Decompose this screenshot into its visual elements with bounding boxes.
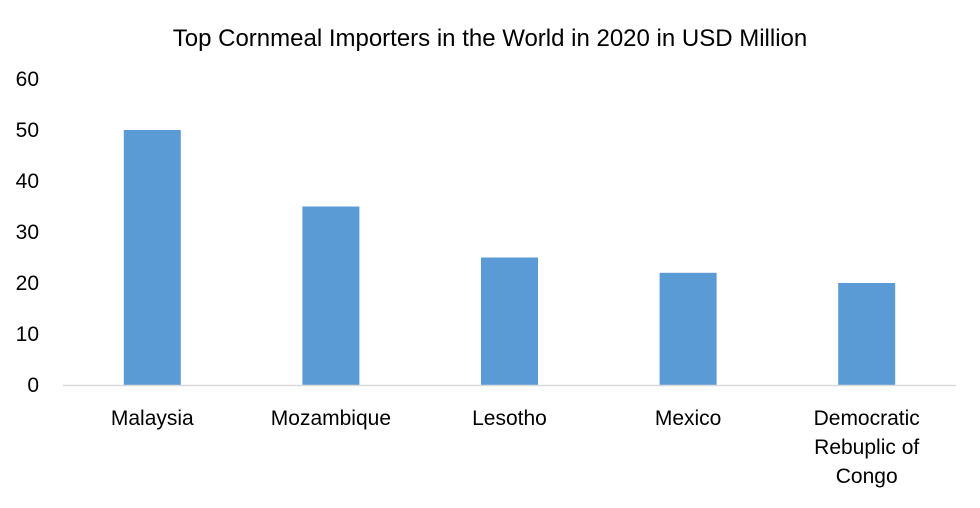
x-category-label: Mexico — [655, 407, 722, 430]
y-tick-label: 50 — [16, 119, 39, 142]
y-axis-ticks: 0 10 20 30 40 50 60 — [16, 68, 39, 397]
x-category-label: Congo — [836, 465, 898, 488]
x-category-label: Democratic — [814, 407, 920, 430]
bar — [659, 272, 717, 385]
x-category-label: Mozambique — [271, 407, 391, 430]
bar — [123, 130, 181, 385]
y-tick-label: 20 — [16, 272, 39, 295]
bars — [123, 130, 896, 385]
bar — [302, 206, 360, 385]
y-tick-label: 10 — [16, 323, 39, 346]
x-axis-labels: Malaysia Mozambique Lesotho Mexico Democrati… — [111, 407, 920, 488]
y-tick-label: 40 — [16, 170, 39, 193]
y-tick-label: 30 — [16, 221, 39, 244]
y-tick-label: 0 — [27, 374, 39, 397]
x-category-label: Malaysia — [111, 407, 194, 430]
y-tick-label: 60 — [16, 68, 39, 91]
bar — [838, 283, 896, 385]
x-category-label: Rebuplic of — [814, 436, 919, 459]
x-category-label: Lesotho — [472, 407, 547, 430]
bar — [481, 257, 538, 385]
chart-title: Top Cornmeal Importers in the World in 2… — [173, 25, 808, 52]
